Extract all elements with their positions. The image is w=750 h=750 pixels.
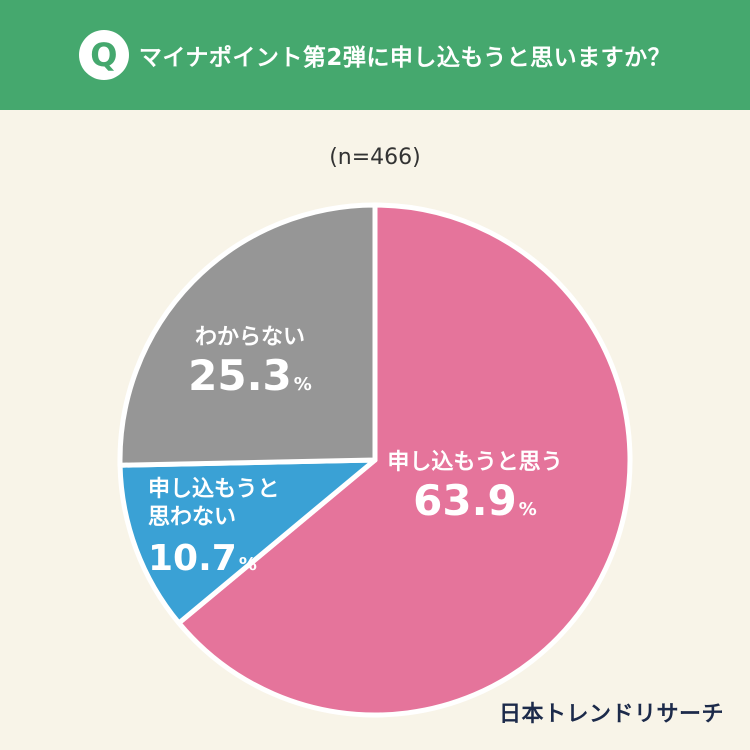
slice-value-label: 25.3% [188, 351, 312, 400]
slice-label: 思わない [148, 505, 236, 530]
pie-slice-2 [117, 457, 378, 626]
pie-slice-1 [176, 202, 633, 718]
slice-label: 申し込もうと [148, 477, 279, 502]
q-badge-icon: Q [78, 30, 129, 80]
slice-label: 申し込もうと思う [387, 450, 562, 475]
question-text: マイナポイント第2弾に申し込もうと思いますか？ [138, 45, 672, 71]
slice-value-label: 63.9% [413, 476, 537, 525]
pie-slice-3 [117, 202, 378, 468]
brand-logo: 日本トレンドリサーチ [498, 702, 724, 727]
sample-size: (n=466) [329, 145, 421, 170]
question-header: Q マイナポイント第2弾に申し込もうと思いますか？ [0, 0, 750, 110]
slice-label: わからない [195, 325, 305, 350]
slice-value-label: 10.7% [148, 538, 257, 579]
